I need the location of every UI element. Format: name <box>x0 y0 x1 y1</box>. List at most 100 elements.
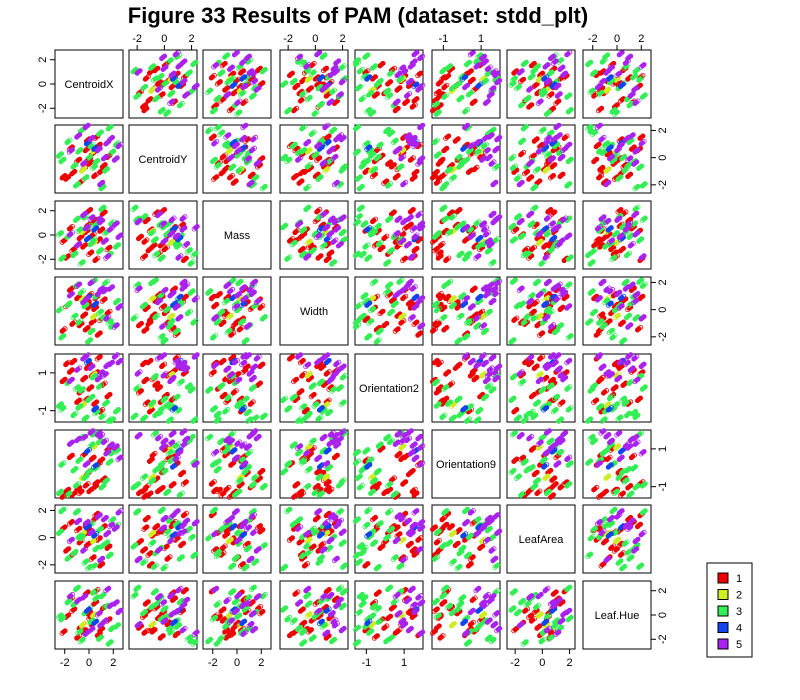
point-cluster-5 <box>175 64 181 70</box>
point-cluster-5 <box>107 227 113 233</box>
point-cluster-5 <box>594 85 600 91</box>
point-cluster-5 <box>250 137 256 143</box>
point-cluster-1 <box>429 175 435 181</box>
point-cluster-5 <box>211 316 217 322</box>
point-cluster-5 <box>295 222 301 228</box>
point-cluster-5 <box>167 232 173 238</box>
panel-centroidx-vs-leafarea <box>506 49 576 119</box>
point-cluster-3 <box>70 253 76 259</box>
point-cluster-3 <box>87 330 93 336</box>
point-cluster-5 <box>111 157 117 163</box>
point-cluster-5 <box>253 87 259 93</box>
point-cluster-5 <box>111 354 117 360</box>
point-cluster-3 <box>354 176 360 182</box>
point-cluster-1 <box>299 79 305 85</box>
point-cluster-5 <box>625 56 631 62</box>
point-cluster-4 <box>239 407 245 413</box>
point-cluster-5 <box>94 292 100 298</box>
point-cluster-1 <box>142 76 148 82</box>
point-cluster-4 <box>475 84 481 90</box>
point-cluster-5 <box>407 255 413 261</box>
point-cluster-5 <box>535 149 541 155</box>
point-cluster-3 <box>636 238 642 244</box>
point-cluster-1 <box>469 101 475 107</box>
point-cluster-1 <box>591 93 597 99</box>
point-cluster-5 <box>542 316 548 322</box>
point-cluster-5 <box>234 293 240 299</box>
point-cluster-3 <box>433 111 439 117</box>
point-cluster-1 <box>625 174 631 180</box>
point-cluster-5 <box>82 125 88 131</box>
point-cluster-1 <box>301 70 307 76</box>
point-cluster-5 <box>167 101 173 107</box>
point-cluster-5 <box>74 243 80 249</box>
point-cluster-3 <box>248 386 254 392</box>
point-cluster-3 <box>465 92 471 98</box>
panel-width-vs-width: Width <box>279 276 349 346</box>
point-cluster-5 <box>103 141 109 147</box>
point-cluster-1 <box>628 287 634 293</box>
point-cluster-3 <box>56 308 62 314</box>
point-cluster-5 <box>516 182 522 188</box>
point-cluster-3 <box>280 225 286 231</box>
point-cluster-5 <box>616 234 622 240</box>
point-cluster-3 <box>299 228 305 234</box>
point-cluster-5 <box>564 52 570 58</box>
point-cluster-2 <box>542 168 548 174</box>
point-cluster-4 <box>460 302 466 308</box>
point-cluster-1 <box>168 85 174 91</box>
point-cluster-1 <box>435 293 441 299</box>
point-cluster-3 <box>133 386 139 392</box>
point-cluster-5 <box>239 60 245 66</box>
point-cluster-1 <box>80 313 86 319</box>
point-cluster-1 <box>618 321 624 327</box>
point-cluster-1 <box>243 98 249 104</box>
point-cluster-3 <box>152 413 158 419</box>
point-cluster-1 <box>135 323 141 329</box>
point-cluster-3 <box>98 415 104 421</box>
point-cluster-5 <box>226 156 232 162</box>
point-cluster-3 <box>209 109 215 115</box>
point-cluster-5 <box>632 232 638 238</box>
point-cluster-4 <box>541 302 547 308</box>
point-cluster-1 <box>598 70 604 76</box>
point-cluster-3 <box>602 244 608 250</box>
point-cluster-1 <box>462 238 468 244</box>
point-cluster-3 <box>439 69 445 75</box>
point-cluster-1 <box>141 239 147 245</box>
point-cluster-5 <box>409 286 415 292</box>
point-cluster-5 <box>494 281 500 287</box>
point-cluster-1 <box>237 70 243 76</box>
point-cluster-3 <box>368 111 374 117</box>
point-cluster-3 <box>113 409 119 415</box>
point-cluster-5 <box>403 243 409 249</box>
panel-mass-vs-mass: Mass <box>202 200 272 270</box>
point-cluster-5 <box>407 141 413 147</box>
point-cluster-3 <box>303 69 309 75</box>
point-cluster-3 <box>130 316 136 322</box>
variable-label: CentroidX <box>65 79 115 91</box>
point-cluster-3 <box>241 339 247 345</box>
point-cluster-3 <box>514 304 520 310</box>
point-cluster-5 <box>100 156 106 162</box>
point-cluster-5 <box>417 297 423 303</box>
point-cluster-1 <box>561 296 567 302</box>
point-cluster-4 <box>83 141 89 147</box>
point-cluster-3 <box>454 82 460 88</box>
point-cluster-3 <box>235 65 241 71</box>
point-cluster-4 <box>316 76 322 82</box>
point-cluster-3 <box>509 279 515 285</box>
point-cluster-5 <box>172 305 178 311</box>
point-cluster-3 <box>386 131 392 137</box>
point-cluster-5 <box>526 213 532 219</box>
point-cluster-3 <box>235 168 241 174</box>
point-cluster-5 <box>338 137 344 143</box>
point-cluster-1 <box>145 98 151 104</box>
point-cluster-5 <box>462 85 468 91</box>
point-cluster-5 <box>115 234 121 240</box>
panel-orientation2-vs-centroidx <box>54 352 124 424</box>
point-cluster-3 <box>599 59 605 65</box>
point-cluster-5 <box>223 367 229 373</box>
point-cluster-1 <box>394 87 400 93</box>
point-cluster-5 <box>394 73 400 79</box>
